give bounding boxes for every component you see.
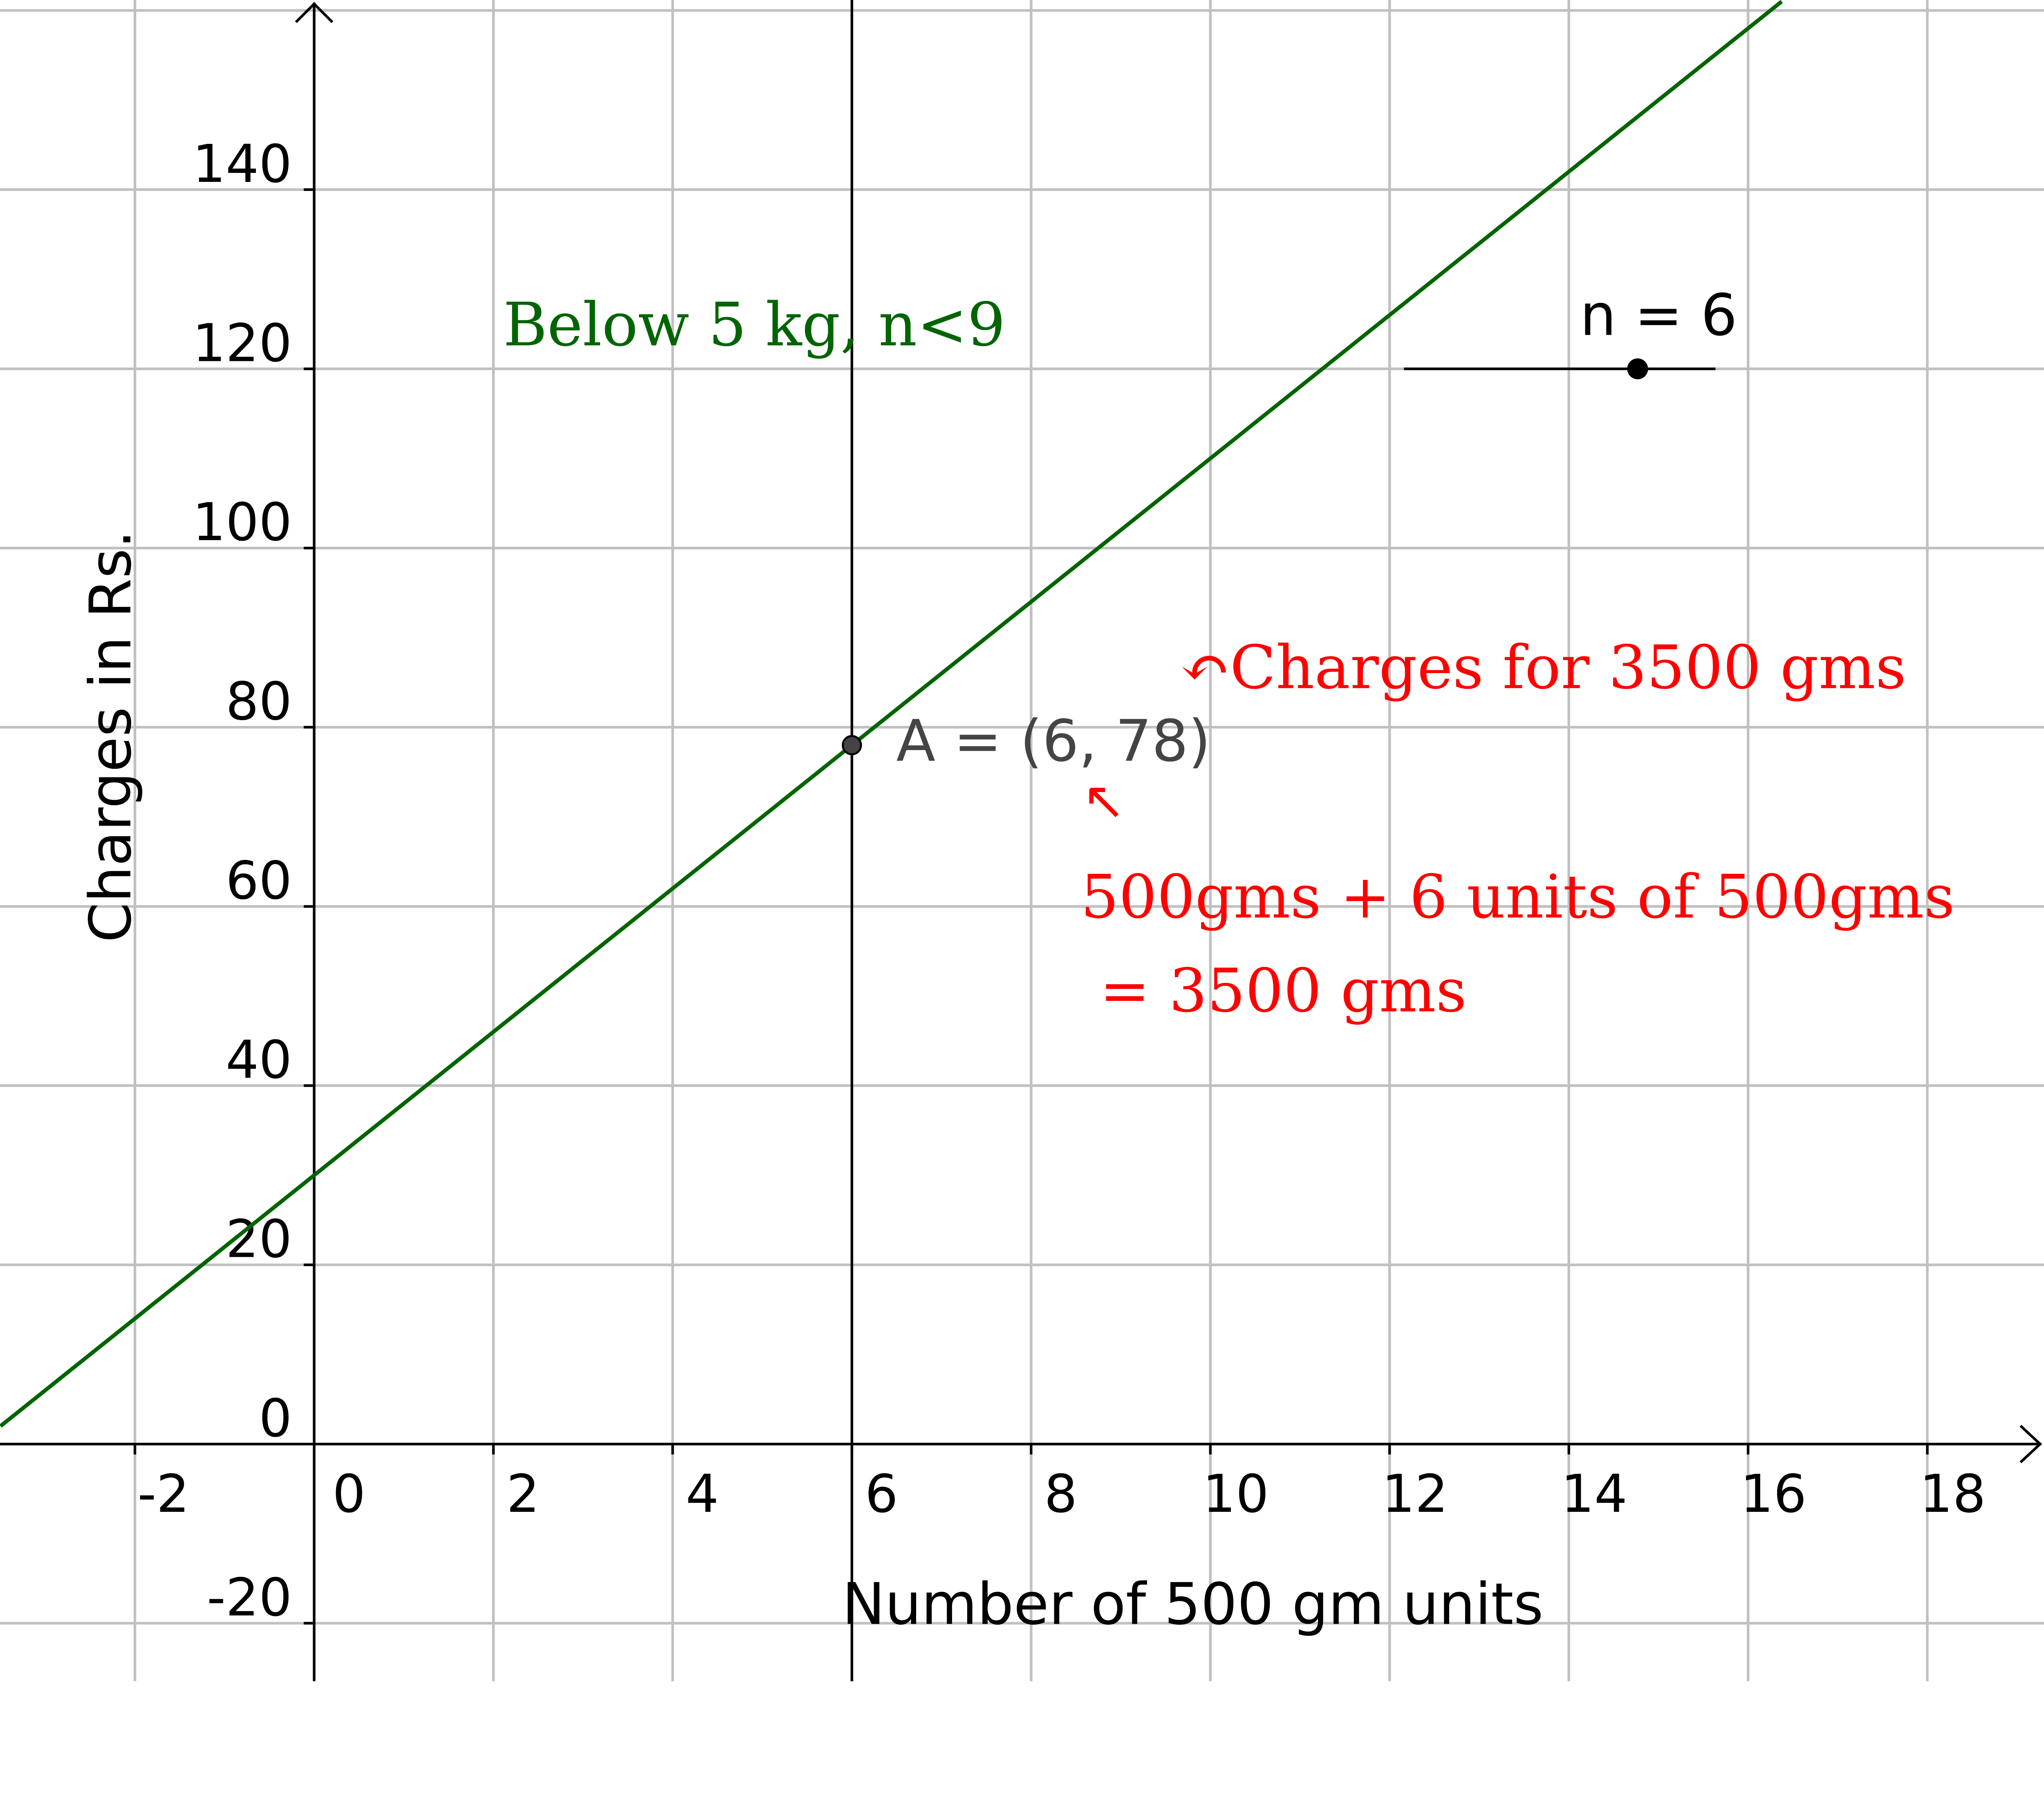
units-annotation-line1: 500gms + 6 units of 500gms bbox=[1080, 862, 1954, 932]
y-tick-label: 100 bbox=[193, 492, 292, 553]
units-annotation-line2: = 3500 gms bbox=[1080, 956, 1466, 1025]
point-a-label: A = (6, 78) bbox=[896, 708, 1210, 775]
y-tick-label: 40 bbox=[226, 1030, 292, 1090]
y-tick-label: 80 bbox=[226, 672, 292, 732]
x-tick-label: 12 bbox=[1382, 1464, 1448, 1524]
x-axis-label: Number of 500 gm units bbox=[842, 1571, 1544, 1638]
point-a[interactable] bbox=[842, 735, 862, 755]
slider-handle[interactable] bbox=[1627, 358, 1648, 379]
axes bbox=[0, 2, 2042, 1681]
x-tick-label: 0 bbox=[332, 1464, 365, 1524]
y-tick-label: 120 bbox=[193, 313, 292, 374]
series-line bbox=[0, 0, 1783, 1428]
x-tick-label: 14 bbox=[1561, 1464, 1627, 1524]
x-tick-label: 8 bbox=[1044, 1464, 1077, 1524]
x-tick-label: 2 bbox=[507, 1464, 540, 1524]
x-tick-label: 16 bbox=[1740, 1464, 1806, 1524]
x-tick-label: 4 bbox=[686, 1464, 719, 1524]
slider-label: n = 6 bbox=[1580, 282, 1737, 349]
y-tick-label: 60 bbox=[226, 851, 292, 911]
y-tick-label: 140 bbox=[193, 134, 292, 195]
series-label: Below 5 kg, n<9 bbox=[503, 290, 1006, 360]
y-axis-label: Charges in Rs. bbox=[78, 530, 144, 942]
charges-annotation: ↶Charges for 3500 gms bbox=[1180, 633, 1906, 703]
slider-n[interactable]: n = 6 bbox=[1404, 282, 1737, 379]
x-tick-label: 18 bbox=[1919, 1464, 1986, 1524]
x-tick-label: -2 bbox=[137, 1464, 189, 1524]
grid bbox=[0, 0, 2044, 1681]
y-tick-label: 0 bbox=[259, 1388, 292, 1449]
arrow-icon: ↖ bbox=[1082, 771, 1126, 831]
x-tick-label: 6 bbox=[865, 1464, 898, 1524]
y-tick-label: -20 bbox=[207, 1567, 292, 1628]
x-tick-label: 10 bbox=[1203, 1464, 1269, 1524]
y-axis-arrow-icon bbox=[295, 2, 334, 23]
x-axis-arrow-icon bbox=[2019, 1425, 2042, 1464]
